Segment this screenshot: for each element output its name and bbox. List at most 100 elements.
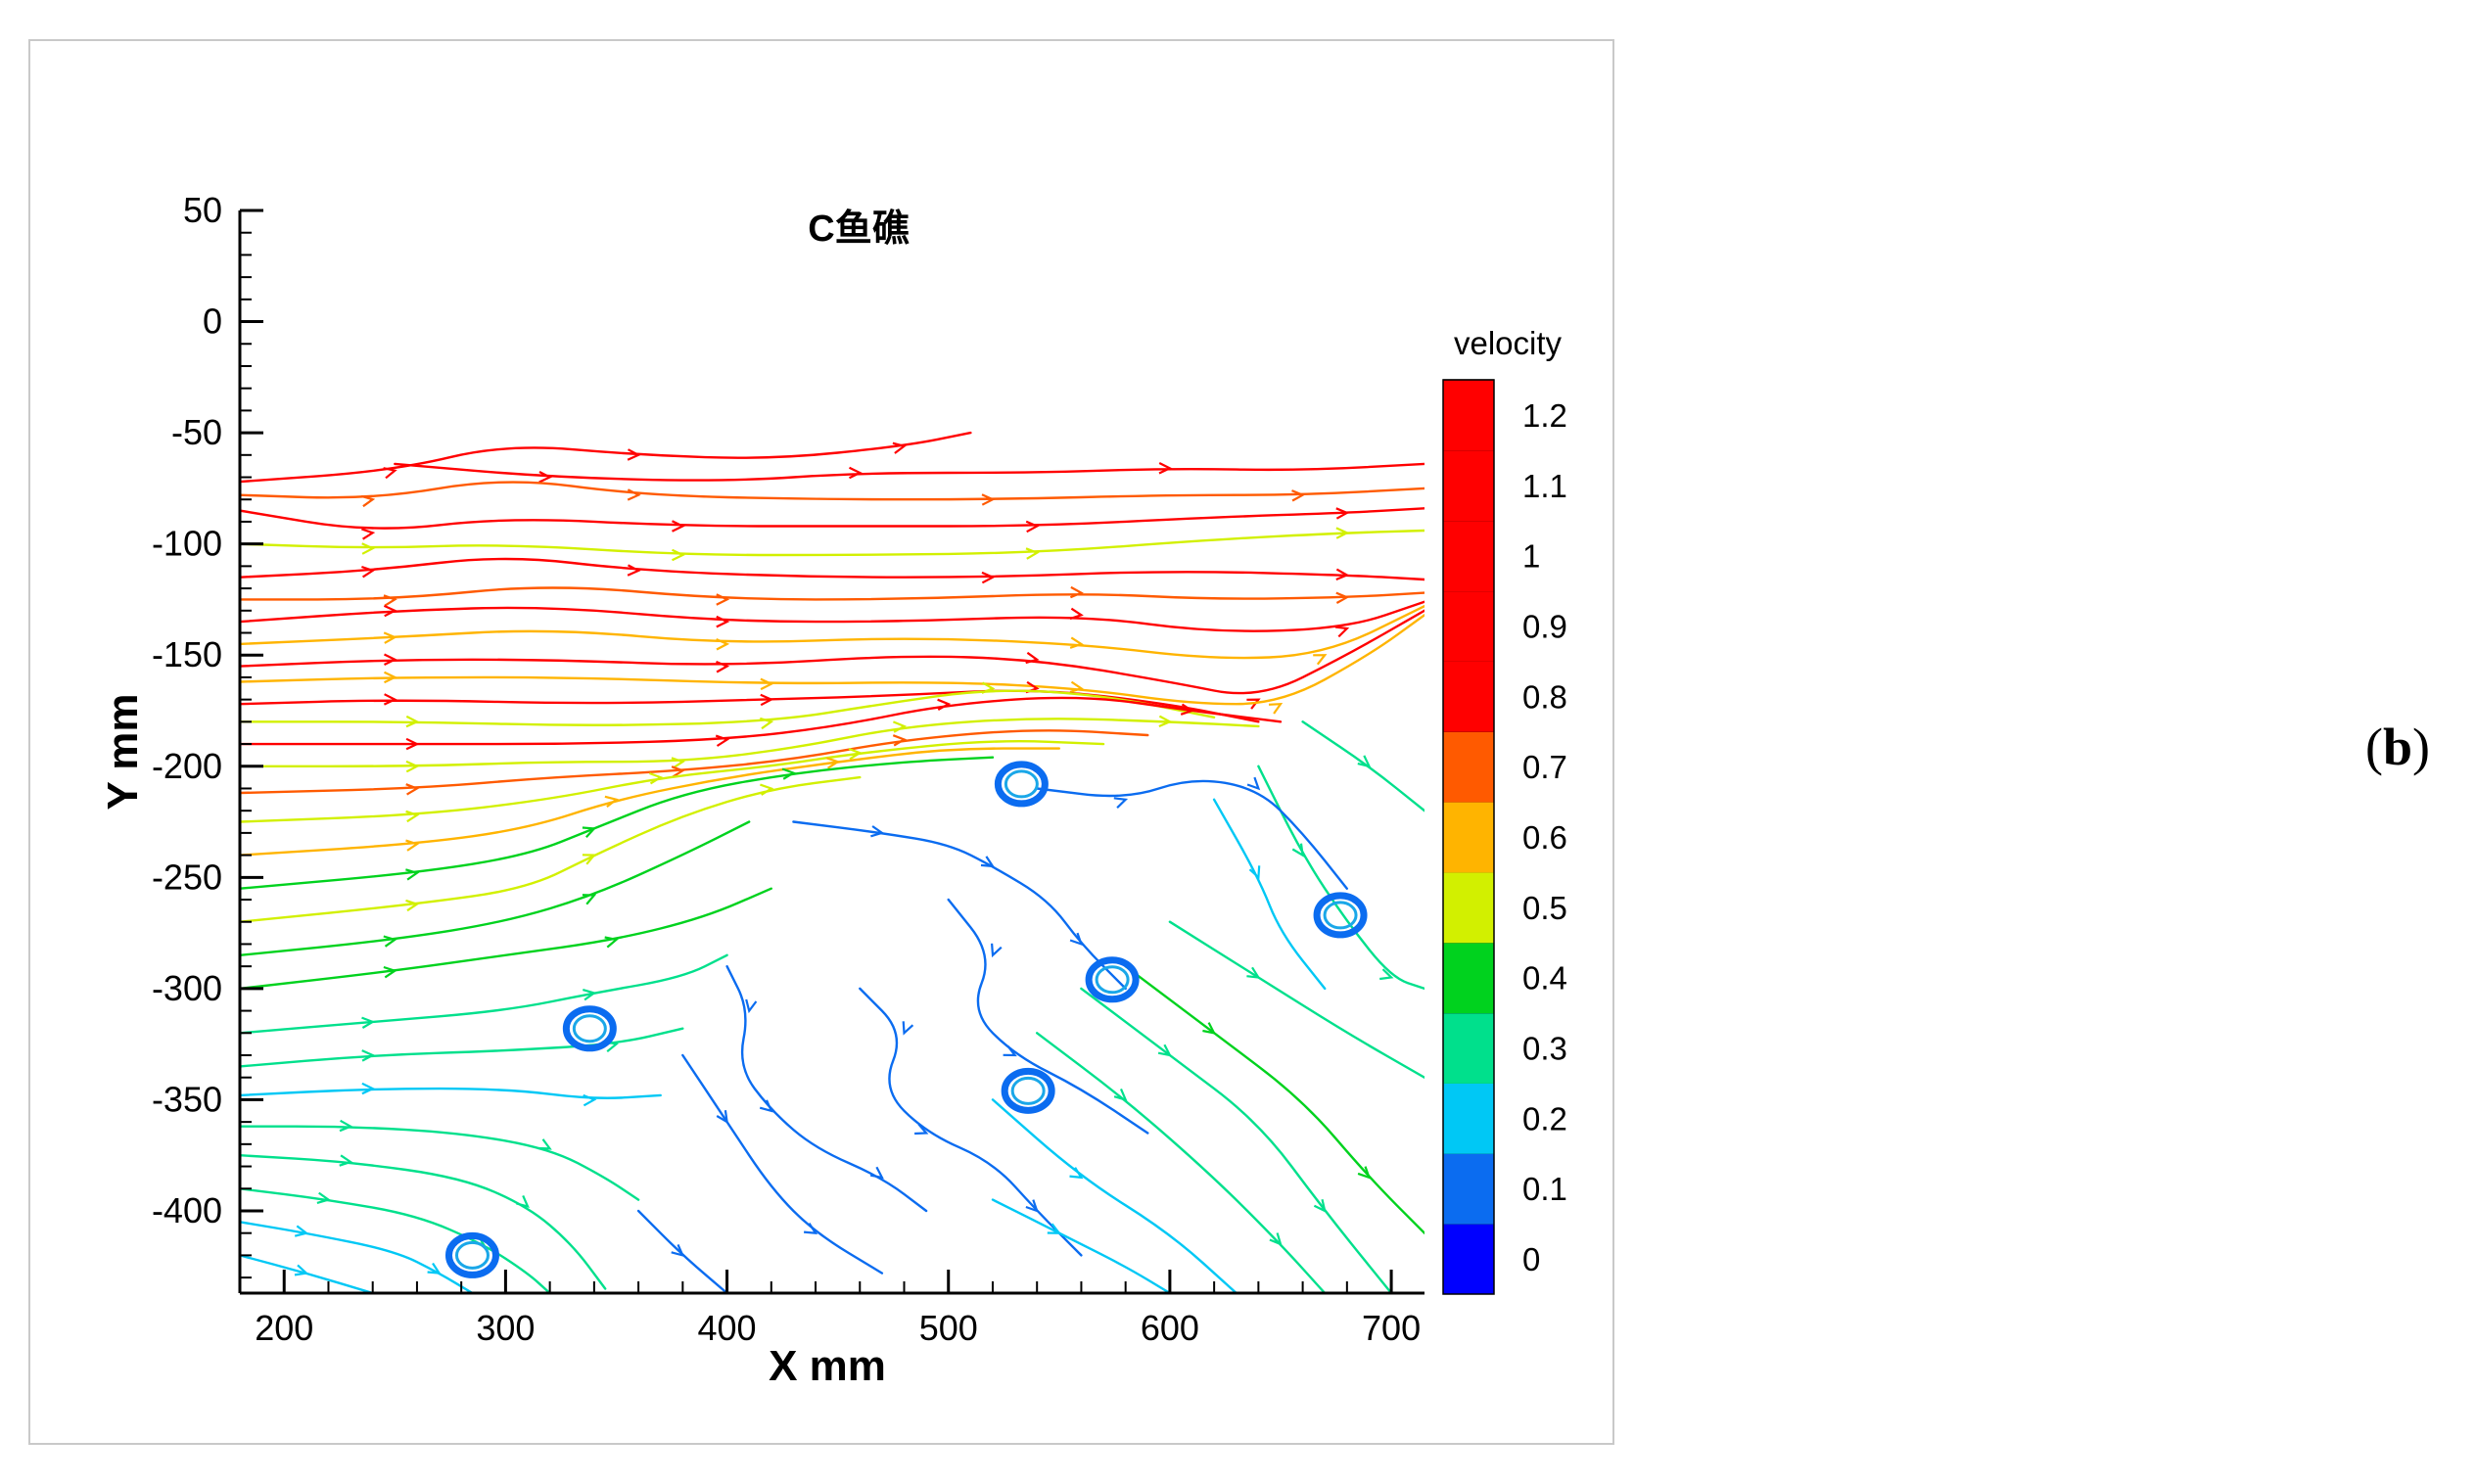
streamline-arrow [825,757,841,769]
streamline-arrow [759,717,774,730]
legend-color-band [1443,661,1494,732]
streamline-arrow [1248,865,1261,880]
streamline [240,740,1105,823]
streamline-arrow [405,839,420,852]
legend-bar-border [1442,379,1495,1295]
streamline-arrow [383,631,397,644]
streamline-arrow [405,899,420,912]
legend-color-band [1443,871,1494,944]
streamline-arrow [537,1138,552,1150]
streamline-arrow [339,1119,353,1133]
x-axis-label: X mm [769,1342,886,1390]
y-axis-label: Y mm [99,693,147,810]
streamline [240,747,1060,857]
streamline [1080,987,1393,1293]
x-tick-label: 300 [476,1308,535,1348]
streamline-arrow [1069,932,1084,947]
streamline-arrow [1069,585,1084,599]
streamline-arrow [1025,651,1040,665]
legend-level-label: 0.3 [1522,1031,1567,1067]
streamline-arrow [627,448,641,461]
y-tick-label: -400 [152,1190,222,1230]
streamline-arrow [671,1243,685,1258]
streamline-arrow [1313,1199,1327,1213]
legend-level-label: 1 [1522,538,1540,575]
streamline-arrow [672,520,685,533]
streamline [1036,779,1348,890]
streamline [240,609,1424,695]
streamline-arrow [538,471,553,484]
streamline-arrow [360,494,376,508]
streamline-arrow [716,593,730,606]
streamline-arrow [716,1110,729,1125]
panel-label-letter: b [2382,718,2413,776]
streamline-arrow [671,757,685,769]
streamline-arrow [384,671,397,684]
vortex [562,1005,617,1052]
streamline [240,605,1424,660]
streamline-arrow [1335,507,1350,520]
streamline-arrow [715,734,730,747]
streamline-arrow [361,1016,376,1029]
legend-level-label: 0.9 [1522,608,1567,644]
streamline-arrow [848,747,863,761]
legend-level-label: 0.7 [1522,749,1567,785]
streamline-arrow [583,1093,597,1107]
streamline-arrow [672,548,685,562]
streamline [240,1087,662,1099]
streamline [240,529,1424,557]
streamline-arrow [937,698,952,712]
x-tick-label: 400 [698,1308,757,1348]
x-tick-label: 200 [255,1308,313,1348]
streamline-arrow [1246,966,1261,979]
streamline-arrow [604,936,619,949]
velocity-legend: velocity 0 0.1 0.2 0.3 0.4 0.5 0.6 0.7 0.8 0.9 1 1.… [1442,325,1567,1295]
legend-color-band [1443,802,1494,873]
vortex [994,761,1049,808]
streamline-arrow [627,564,641,577]
streamline-arrow [405,868,420,881]
streamline-arrow [1335,591,1350,604]
streamline [240,1027,684,1068]
streamline-arrow [760,677,774,691]
streamline-arrow [383,594,397,607]
streamline-arrow [1025,1199,1039,1213]
streamline-arrow [892,441,907,454]
legend-color-band [1443,942,1494,1014]
streamline-arrow [914,1123,929,1136]
x-tick-label: 600 [1141,1308,1199,1348]
streamline [991,1098,1238,1293]
y-tick-label: -150 [152,634,222,674]
legend-color-band [1443,520,1494,592]
streamline-arrow [1335,568,1350,581]
streamline [240,689,1216,726]
y-tick-label: -350 [152,1079,222,1119]
streamline-arrow [716,615,730,628]
streamline-arrow [1180,703,1195,716]
streamline-arrow [671,765,685,778]
streamline-arrow [361,528,376,540]
streamline [1301,720,1424,812]
y-tick-label: -300 [152,968,222,1008]
streamline-arrow [294,1225,309,1237]
streamline-arrow [1047,1223,1062,1234]
streamline-arrow [1357,755,1372,768]
vortex [1313,892,1368,939]
legend-color-band [1443,1083,1494,1154]
streamline [240,729,1149,795]
vortex-inner [1010,1076,1046,1105]
streamline-arrow [1069,607,1084,621]
vortex-inner [454,1240,490,1270]
panel-label: (b) [2365,717,2430,777]
streamline [636,1209,728,1293]
streamline [240,696,1283,746]
streamline-arrow [1202,1022,1217,1035]
y-tick-label: 0 [203,301,222,342]
legend-color-band [1443,1012,1494,1084]
streamline-arrow [716,637,730,651]
panel-label-open: ( [2365,718,2383,776]
streamline-arrow [980,856,996,868]
streamline [240,775,862,923]
legend-color-band [1443,590,1494,662]
